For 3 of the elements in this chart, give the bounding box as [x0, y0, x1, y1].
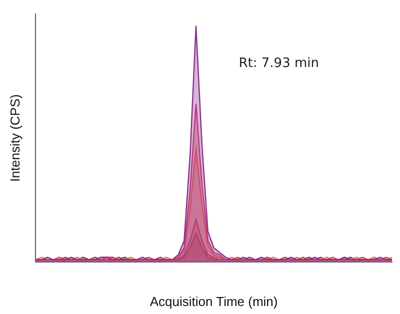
x-axis-title: Acquisition Time (min) [150, 294, 278, 309]
annotation: Rt: 7.93 min [238, 56, 319, 71]
y-axis-title: Intensity (CPS) [7, 94, 22, 182]
